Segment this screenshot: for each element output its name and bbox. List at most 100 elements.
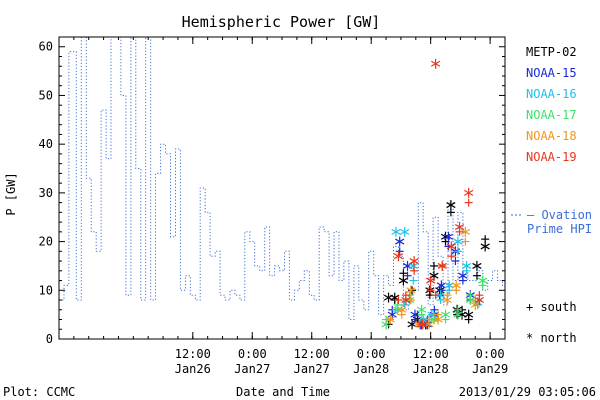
metp-02-north-marker bbox=[398, 275, 409, 286]
noaa-18-north-marker bbox=[406, 285, 416, 296]
legend-noaa-16: NOAA-16 bbox=[526, 87, 577, 101]
noaa-18-north-marker bbox=[460, 226, 470, 237]
y-axis: 0 10 20 30 40 50 60 bbox=[39, 40, 505, 346]
x-tick-label-date: Jan28 bbox=[413, 362, 449, 376]
satellite-estimates bbox=[381, 58, 490, 330]
metp-02-north-marker bbox=[480, 241, 490, 252]
metp-02-north-marker bbox=[472, 260, 482, 271]
noaa-19-south-marker bbox=[394, 296, 403, 305]
noaa-18-south-marker bbox=[461, 237, 470, 246]
noaa-17-north-marker bbox=[478, 275, 488, 286]
noaa-19-south-marker bbox=[447, 252, 456, 261]
legend-noaa-18: NOAA-18 bbox=[526, 129, 577, 143]
noaa-16-south-marker bbox=[409, 276, 418, 285]
noaa-19-north-marker bbox=[437, 260, 447, 271]
noaa-16-north-marker bbox=[453, 236, 463, 247]
legend-noaa-19: NOAA-19 bbox=[526, 150, 577, 164]
metp-02-north-marker bbox=[383, 292, 394, 303]
plot-credit: Plot: CCMC bbox=[3, 385, 75, 399]
noaa-18-north-marker bbox=[433, 314, 443, 325]
noaa-16-north-marker bbox=[400, 226, 410, 237]
noaa-19-north-marker bbox=[474, 295, 485, 306]
noaa-15-north-marker bbox=[443, 231, 454, 242]
noaa-15-north-marker bbox=[395, 236, 405, 247]
chart-title: Hemispheric Power [GW] bbox=[182, 13, 381, 31]
noaa-18-north-marker bbox=[397, 304, 407, 315]
x-tick-label-time: 0:00 bbox=[238, 347, 267, 361]
y-tick-label: 50 bbox=[39, 88, 53, 102]
legend-noaa-15: NOAA-15 bbox=[526, 66, 577, 80]
y-tick-label: 60 bbox=[39, 40, 53, 54]
noaa-19-north-marker bbox=[426, 275, 436, 286]
noaa-16-north-marker bbox=[444, 280, 454, 291]
noaa-19-north-marker bbox=[464, 187, 474, 198]
noaa-19-south-marker bbox=[410, 266, 419, 275]
noaa-18-north-marker bbox=[470, 299, 480, 310]
metp-02-north-marker bbox=[446, 200, 456, 211]
y-tick-label: 40 bbox=[39, 137, 53, 151]
noaa-16-north-marker bbox=[408, 260, 418, 271]
noaa-16-north-marker bbox=[435, 290, 446, 301]
noaa-17-north-marker bbox=[453, 309, 463, 320]
noaa-15-north-marker bbox=[458, 270, 468, 281]
noaa-16-south-marker bbox=[453, 247, 462, 256]
y-tick-label: 30 bbox=[39, 186, 53, 200]
south-marker-legend: + south bbox=[526, 300, 577, 314]
y-tick-label: 20 bbox=[39, 235, 53, 249]
plot-timestamp: 2013/01/29 03:05:06 bbox=[459, 385, 596, 399]
noaa-19-south-marker bbox=[464, 198, 473, 207]
north-marker-legend: * north bbox=[526, 331, 577, 345]
noaa-19-north-marker bbox=[446, 241, 456, 252]
noaa-16-north-marker bbox=[461, 260, 472, 271]
noaa-17-north-marker bbox=[429, 314, 439, 325]
x-axis: 12:00Jan260:00Jan2712:00Jan270:00Jan2812… bbox=[58, 37, 508, 376]
y-axis-label: P [GW] bbox=[4, 172, 18, 215]
y-tick-label: 10 bbox=[39, 283, 53, 297]
metp-02-south-marker bbox=[429, 261, 438, 270]
noaa-18-south-marker bbox=[406, 296, 415, 305]
noaa-18-north-marker bbox=[385, 314, 395, 325]
noaa-17-north-marker bbox=[381, 319, 391, 330]
noaa-19-north-marker bbox=[393, 251, 404, 262]
noaa-17-north-marker bbox=[440, 309, 451, 320]
ovation-prime-hpi-series bbox=[59, 36, 503, 320]
x-tick-label-date: Jan27 bbox=[234, 362, 270, 376]
x-tick-label-date: Jan28 bbox=[353, 362, 389, 376]
noaa-15-south-marker bbox=[451, 257, 460, 266]
ovation-legend-label-line2: Prime HPI bbox=[527, 222, 592, 236]
noaa-17-north-marker bbox=[465, 295, 475, 306]
x-tick-label-time: 12:00 bbox=[413, 347, 449, 361]
noaa-19-south-marker bbox=[426, 286, 435, 295]
legend-noaa-17: NOAA-17 bbox=[526, 108, 577, 122]
noaa-19-north-marker bbox=[409, 256, 419, 267]
x-tick-label-time: 12:00 bbox=[294, 347, 330, 361]
metp-02-north-marker bbox=[390, 292, 400, 303]
x-tick-label-time: 0:00 bbox=[476, 347, 505, 361]
x-tick-label-time: 12:00 bbox=[175, 347, 211, 361]
y-tick-label: 0 bbox=[46, 332, 53, 346]
noaa-15-north-marker bbox=[436, 280, 447, 291]
noaa-19-north-marker bbox=[430, 58, 441, 69]
x-tick-label-date: Jan29 bbox=[472, 362, 508, 376]
noaa-18-north-marker bbox=[451, 280, 461, 291]
noaa-15-north-marker bbox=[402, 260, 413, 271]
metp-02-south-marker bbox=[472, 271, 481, 280]
noaa-16-north-marker bbox=[391, 226, 401, 237]
x-axis-title: Date and Time bbox=[236, 385, 330, 399]
ovation-legend-label-line1: — Ovation bbox=[527, 208, 592, 222]
metp-02-north-marker bbox=[464, 309, 474, 320]
noaa-15-north-marker bbox=[410, 309, 420, 320]
x-tick-label-time: 0:00 bbox=[357, 347, 386, 361]
x-tick-label-date: Jan26 bbox=[175, 362, 211, 376]
metp-02-south-marker bbox=[408, 286, 417, 295]
noaa-19-north-marker bbox=[401, 295, 411, 306]
noaa-15-south-marker bbox=[403, 271, 412, 280]
noaa-17-north-marker bbox=[416, 304, 427, 315]
noaa-19-south-marker bbox=[431, 291, 440, 300]
noaa-15-south-marker bbox=[395, 247, 404, 256]
x-tick-label-date: Jan27 bbox=[294, 362, 330, 376]
legend: METP-02 NOAA-15 NOAA-16 NOAA-17 NOAA-18 NOAA-… bbox=[526, 45, 577, 164]
ovation-line bbox=[59, 36, 503, 320]
noaa-18-north-marker bbox=[442, 295, 452, 306]
